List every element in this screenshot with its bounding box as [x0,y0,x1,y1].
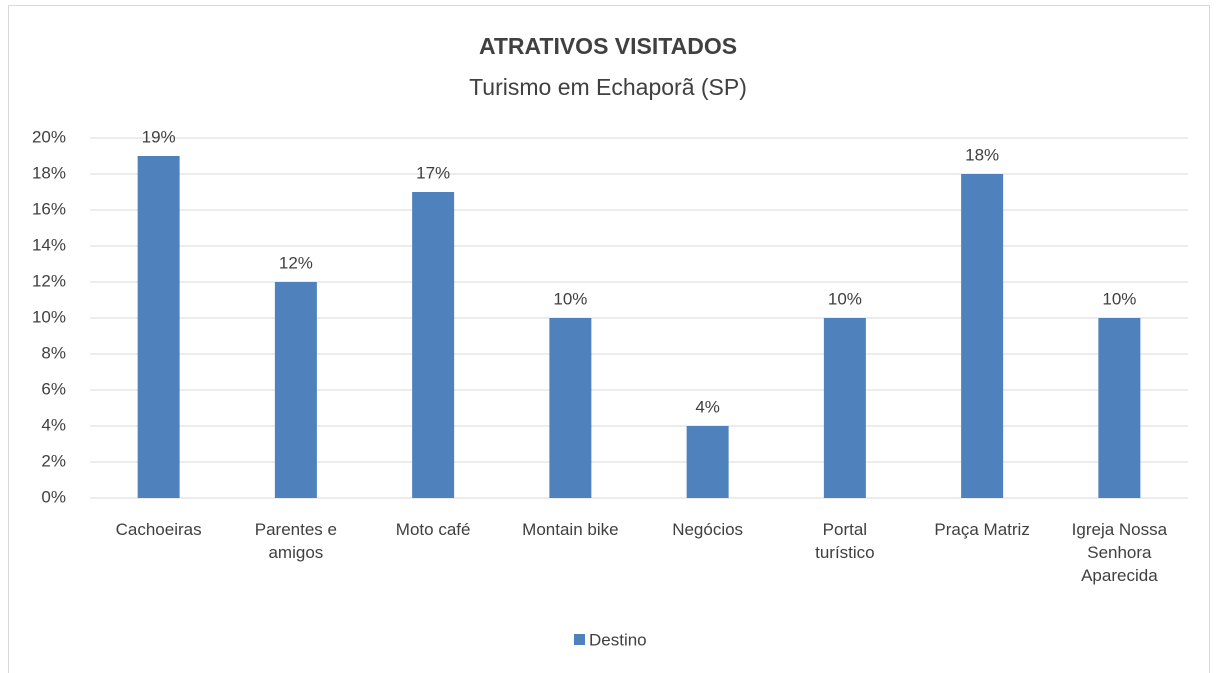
chart-title: ATRATIVOS VISITADOS [479,33,737,59]
bar [412,192,455,498]
y-tick-label: 4% [41,415,66,434]
x-tick-label: Praça Matriz [934,520,1030,539]
x-tick-label: Portal turístico [815,520,875,562]
y-tick-label: 20% [32,127,66,146]
legend-label: Destino [589,630,647,649]
data-label: 18% [965,145,999,164]
data-label: 12% [279,253,313,272]
data-label: 10% [828,289,862,308]
bar [274,282,317,498]
x-tick-label: Cachoeiras [115,520,202,539]
y-tick-label: 14% [32,235,66,254]
data-label: 10% [1102,289,1136,308]
data-label: 19% [142,127,176,146]
y-tick-label: 10% [32,307,66,326]
data-label: 17% [416,163,450,182]
bar [137,156,180,498]
x-tick-label: Montain bike [522,520,619,539]
y-tick-label: 18% [32,163,66,182]
chart-border [8,5,1210,673]
bar [549,318,592,498]
x-tick-label: Parentes e amigos [254,520,337,562]
data-label: 4% [695,397,720,416]
bar [961,174,1004,498]
y-tick-label: 16% [32,199,66,218]
x-tick-label: Moto café [395,520,471,539]
y-tick-label: 2% [41,451,66,470]
chart-subtitle: Turismo em Echaporã (SP) [469,74,747,100]
y-tick-label: 12% [32,271,66,290]
bar [1098,318,1141,498]
x-tick-label: Negócios [672,520,744,539]
y-tick-label: 0% [41,487,66,506]
data-label: 10% [553,289,587,308]
legend-swatch [574,634,585,645]
y-tick-label: 6% [41,379,66,398]
y-tick-label: 8% [41,343,66,362]
bar [686,426,729,498]
x-tick-label: Igreja Nossa Senhora Aparecida [1071,520,1168,585]
bar [823,318,866,498]
